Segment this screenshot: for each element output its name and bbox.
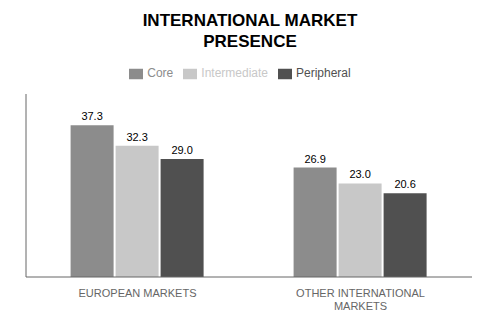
html-text:Intermediate: Intermediate	[201, 66, 268, 80]
svg-text:37.3: 37.3	[81, 110, 102, 122]
svg-text:EUROPEAN MARKETS: EUROPEAN MARKETS	[79, 287, 197, 299]
html-text:PRESENCE: PRESENCE	[203, 32, 297, 51]
svg-text:29.0: 29.0	[171, 144, 192, 156]
html-text:Peripheral: Peripheral	[296, 66, 351, 80]
svg-text:OTHER INTERNATIONALMARKETS: OTHER INTERNATIONALMARKETS	[296, 287, 425, 312]
svg-text:20.6: 20.6	[394, 178, 415, 190]
svg-text:26.9: 26.9	[304, 153, 325, 165]
svg-text:23.0: 23.0	[349, 168, 370, 180]
html-text:Core: Core	[147, 66, 174, 80]
html-text:INTERNATIONAL MARKET: INTERNATIONAL MARKET	[142, 11, 358, 30]
svg-text:32.3: 32.3	[126, 131, 147, 143]
